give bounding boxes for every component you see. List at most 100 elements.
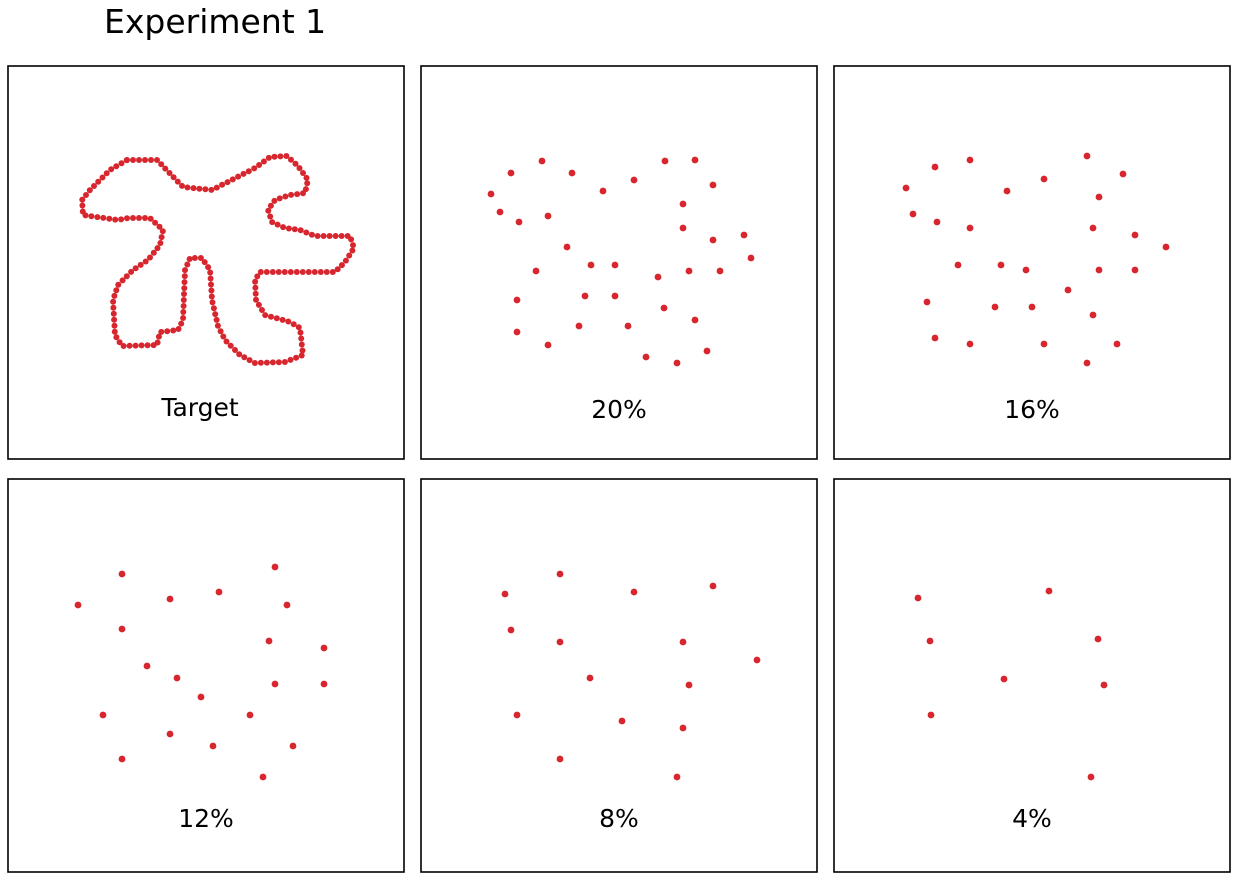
dot xyxy=(208,186,215,193)
dot xyxy=(297,227,304,234)
dot xyxy=(679,724,687,732)
dot xyxy=(293,354,300,361)
dot xyxy=(252,284,259,291)
dot xyxy=(174,178,181,185)
dot xyxy=(1113,340,1121,348)
dot xyxy=(229,176,236,183)
dot xyxy=(923,298,931,306)
dot xyxy=(926,637,934,645)
dot xyxy=(281,269,288,275)
dot xyxy=(298,352,305,359)
dot xyxy=(538,157,546,165)
dot xyxy=(208,281,214,288)
dot xyxy=(966,156,974,164)
dot xyxy=(642,353,650,361)
dot xyxy=(1131,266,1139,274)
dot xyxy=(265,207,272,214)
dot xyxy=(288,156,294,163)
dot xyxy=(155,333,162,340)
dot xyxy=(267,213,274,220)
dot xyxy=(128,268,135,275)
dot xyxy=(277,153,284,160)
dot xyxy=(213,316,220,323)
dot xyxy=(513,711,521,719)
dot xyxy=(556,755,564,763)
dot xyxy=(209,742,217,750)
dot xyxy=(210,305,217,312)
dot xyxy=(166,730,174,738)
panel-frame xyxy=(7,65,405,460)
panel-label: 20% xyxy=(591,395,647,424)
dot xyxy=(254,273,261,280)
dot xyxy=(303,174,310,181)
dot xyxy=(112,216,119,223)
dot xyxy=(679,638,687,646)
dot xyxy=(150,249,157,256)
dot xyxy=(118,570,126,578)
dot xyxy=(299,347,306,354)
dot xyxy=(219,181,226,188)
dot xyxy=(630,588,638,596)
dot xyxy=(173,674,181,682)
dot xyxy=(110,304,117,311)
dot xyxy=(170,327,177,334)
dot xyxy=(86,187,93,194)
dot xyxy=(1028,303,1036,311)
dot xyxy=(271,153,278,160)
dot xyxy=(115,281,122,288)
dot xyxy=(691,316,699,324)
dot xyxy=(283,153,290,159)
dot xyxy=(342,257,349,264)
dot xyxy=(215,588,223,596)
dot xyxy=(1094,635,1102,643)
dot xyxy=(556,570,564,578)
dot xyxy=(909,210,917,218)
dot xyxy=(966,340,974,348)
dot xyxy=(673,773,681,781)
dot xyxy=(1119,170,1127,178)
dot xyxy=(180,315,187,321)
dot xyxy=(275,359,282,366)
panel-frame xyxy=(833,478,1231,873)
dot xyxy=(1162,243,1170,251)
dot xyxy=(302,186,309,193)
dot xyxy=(271,680,279,688)
dot xyxy=(166,595,174,603)
dot xyxy=(190,185,197,192)
dot xyxy=(581,292,589,300)
panel: Target xyxy=(7,65,405,460)
dot xyxy=(236,351,243,358)
dot xyxy=(1089,224,1097,232)
dot xyxy=(213,184,220,191)
dot xyxy=(184,261,191,268)
dot xyxy=(563,243,571,251)
dot xyxy=(271,197,278,204)
dot xyxy=(291,226,298,233)
dot xyxy=(256,162,263,168)
dot xyxy=(246,357,253,364)
dot xyxy=(143,662,151,670)
dot xyxy=(308,231,315,238)
dot xyxy=(180,297,187,303)
dot xyxy=(124,215,130,222)
dot xyxy=(556,638,564,646)
dot xyxy=(293,269,300,275)
dot xyxy=(186,256,193,262)
dot xyxy=(184,184,191,191)
dot xyxy=(150,342,157,349)
dot xyxy=(544,341,552,349)
dot xyxy=(181,285,188,292)
dot xyxy=(287,269,294,275)
dot xyxy=(544,212,552,220)
dot xyxy=(273,315,280,322)
dot xyxy=(147,254,153,261)
dot xyxy=(241,354,248,361)
dot xyxy=(1083,359,1091,367)
dot xyxy=(113,287,120,294)
dot xyxy=(154,157,160,163)
dot xyxy=(269,359,276,366)
dot xyxy=(685,681,693,689)
dot xyxy=(103,170,110,177)
dot xyxy=(170,174,177,181)
